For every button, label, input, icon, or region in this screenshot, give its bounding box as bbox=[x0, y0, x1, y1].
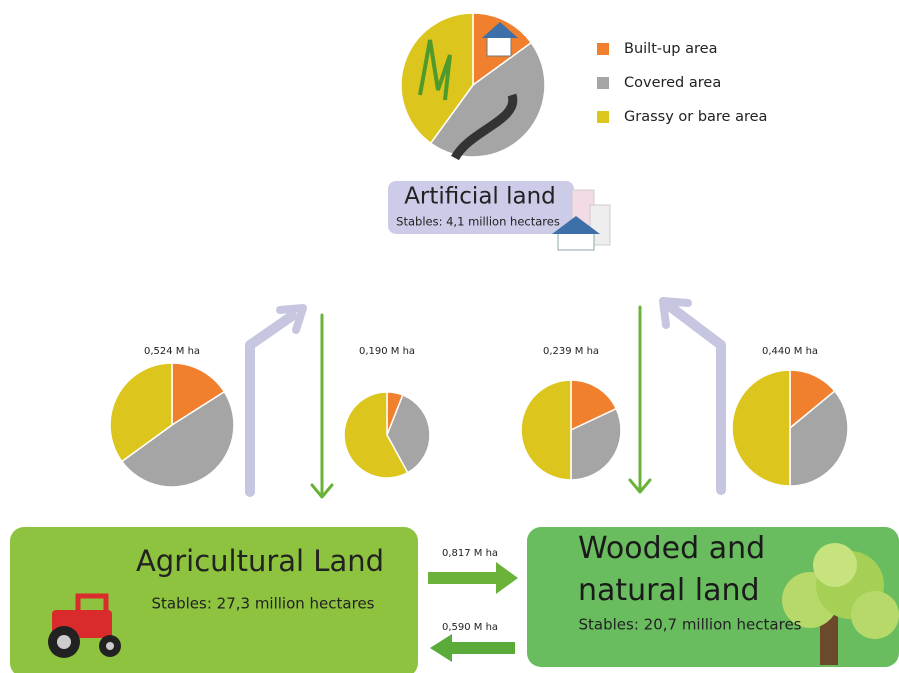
box-title: Wooded and natural land bbox=[578, 531, 766, 608]
pie-slice bbox=[570, 407, 622, 481]
flow-label: 0,190 M ha bbox=[359, 346, 415, 357]
pie-slice bbox=[109, 362, 173, 463]
pie-slice bbox=[731, 369, 791, 487]
tree-icon bbox=[782, 543, 899, 665]
flow-label: 0,440 M ha bbox=[762, 346, 818, 357]
box-subtitle: Stables: 27,3 million hectares bbox=[152, 595, 375, 613]
artificial-box bbox=[388, 181, 574, 234]
box-subtitle: Stables: 20,7 million hectares bbox=[579, 616, 802, 634]
legend-label: Built-up area bbox=[624, 41, 717, 57]
pie-slice bbox=[343, 391, 409, 479]
flow-label: 0,239 M ha bbox=[543, 346, 599, 357]
wooded-box bbox=[527, 527, 899, 667]
legend-swatch bbox=[597, 77, 609, 89]
pie-slice bbox=[120, 390, 235, 488]
transfer-label: 0,590 M ha bbox=[442, 622, 498, 633]
tractor-icon bbox=[48, 593, 121, 658]
pie-slice bbox=[520, 379, 572, 481]
arrow-head bbox=[659, 297, 692, 329]
flow-arrows bbox=[245, 297, 726, 499]
arrow-down bbox=[628, 305, 652, 494]
legend-label: Covered area bbox=[624, 75, 721, 91]
flow-label: 0,524 M ha bbox=[144, 346, 200, 357]
legend-swatch bbox=[597, 43, 609, 55]
transfer-label: 0,817 M ha bbox=[442, 548, 498, 559]
pie-slice bbox=[570, 379, 618, 432]
pie-slice bbox=[789, 369, 836, 430]
arrow-up bbox=[667, 303, 726, 495]
box-title-wrap: Wooded and natural land bbox=[578, 531, 766, 608]
pie-slice bbox=[789, 389, 849, 487]
building-icon bbox=[552, 189, 611, 251]
legend-label: Grassy or bare area bbox=[624, 109, 767, 125]
road-icon bbox=[451, 93, 518, 161]
arrow-head bbox=[276, 304, 307, 334]
arrow-left bbox=[430, 634, 515, 662]
box-title: Artificial land bbox=[404, 184, 556, 210]
arrow-right bbox=[428, 562, 518, 594]
box-subtitle: Stables: 4,1 million hectares bbox=[396, 215, 560, 229]
legend-swatch bbox=[597, 111, 609, 123]
house-icon bbox=[486, 35, 512, 57]
arrow-up bbox=[245, 311, 297, 497]
pie-slice bbox=[171, 362, 226, 427]
arrow-down bbox=[310, 313, 334, 499]
box-title: Agricultural Land bbox=[136, 544, 384, 578]
house-roof bbox=[482, 22, 518, 38]
grass-icon bbox=[418, 39, 452, 101]
